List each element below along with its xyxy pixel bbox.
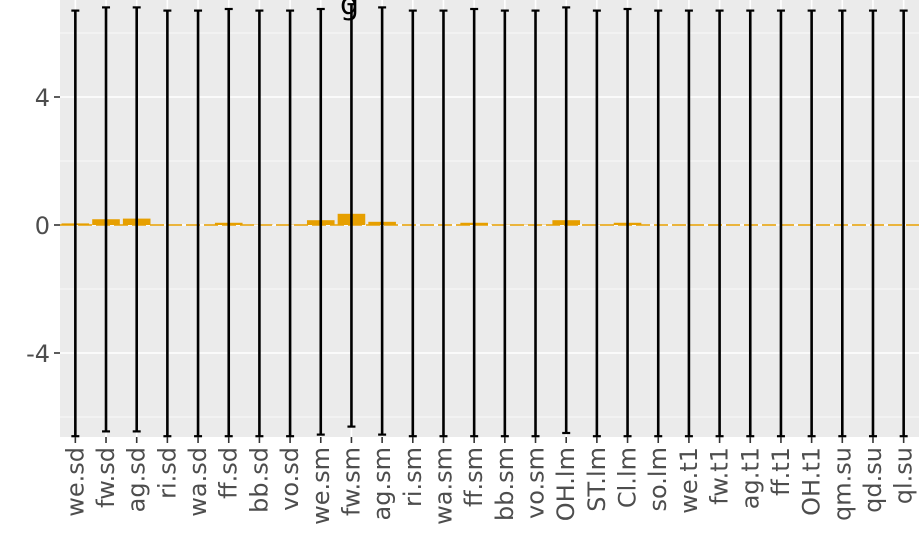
error-bar-ag.sd — [132, 6, 141, 433]
error-bar-bb.sm — [500, 9, 509, 438]
y-axis: -4 0 4 — [26, 84, 60, 368]
error-bar-fw.sm — [347, 3, 356, 428]
error-bar-OH.t1 — [807, 9, 816, 438]
error-bar-Cl.lm — [623, 7, 632, 438]
y-tick-label: -4 — [26, 340, 50, 368]
error-bar-ff.sm — [470, 7, 479, 438]
error-bar-vo.sm — [531, 9, 540, 438]
error-bar-ag.sm — [378, 6, 387, 436]
x-tick-label: so.lm — [644, 447, 672, 511]
y-tick-label: 0 — [35, 212, 50, 240]
x-tick-label: fw.sm — [337, 447, 365, 516]
error-bar-ff.t1 — [776, 9, 785, 438]
x-tick-label: fw.sd — [92, 447, 120, 508]
x-tick-label: ST.lm — [583, 447, 611, 512]
x-tick-label: we.sd — [61, 447, 89, 517]
x-tick-label: qm.su — [828, 447, 856, 521]
x-tick-label: ff.t1 — [767, 447, 795, 496]
x-tick-label: bb.sm — [491, 447, 519, 521]
error-bars — [71, 3, 908, 438]
error-bar-we.sm — [316, 7, 325, 436]
x-tick-label: vo.sd — [276, 447, 304, 511]
error-bar-qm.su — [838, 9, 847, 438]
x-tick-label: we.sm — [307, 447, 335, 525]
x-tick-label: ri.sd — [153, 447, 181, 499]
error-bar-ql.su — [899, 9, 908, 438]
x-tick-label: bb.sd — [245, 447, 273, 513]
error-bar-bb.sd — [255, 9, 264, 438]
x-tick-label: wa.sm — [429, 447, 457, 525]
x-tick-label: OH.t1 — [798, 447, 826, 516]
x-tick-label: ag.sm — [368, 447, 396, 520]
x-tick-label: ag.sd — [123, 447, 151, 512]
error-bar-ST.lm — [592, 9, 601, 438]
error-bar-vo.sd — [286, 9, 295, 438]
error-bar-we.sd — [71, 9, 80, 438]
x-tick-label: we.t1 — [675, 447, 703, 514]
x-tick-label: fw.t1 — [706, 447, 734, 505]
error-bar-we.t1 — [684, 9, 693, 438]
error-bar-OH.lm — [562, 6, 571, 435]
error-bar-fw.t1 — [715, 9, 724, 438]
error-bar-so.lm — [654, 9, 663, 438]
x-tick-label: qd.su — [859, 447, 887, 513]
y-tick-label: 4 — [35, 84, 50, 112]
x-tick-label: ri.sm — [399, 447, 427, 507]
x-axis: we.sd fw.sd ag.sd ri.sd wa.sd ff.sd bb.sd vo.sd… — [61, 437, 918, 525]
x-tick-label: ff.sm — [460, 447, 488, 507]
x-tick-label: OH.lm — [552, 447, 580, 521]
error-bar-wa.sm — [439, 9, 448, 438]
x-tick-label: ag.t1 — [736, 447, 764, 509]
error-bar-ag.t1 — [746, 9, 755, 438]
x-tick-label: vo.sm — [522, 447, 550, 519]
error-bar-fw.sd — [102, 6, 111, 433]
error-bar-ri.sd — [163, 9, 172, 438]
x-tick-label: ff.sd — [215, 447, 243, 499]
x-tick-label: ql.su — [890, 447, 918, 504]
plot-panel — [60, 0, 919, 437]
error-bar-ri.sm — [408, 9, 417, 438]
x-tick-label: wa.sd — [184, 447, 212, 517]
x-tick-label: Cl.lm — [614, 447, 642, 508]
error-bar-qd.su — [868, 9, 877, 438]
chart-title: g — [340, 0, 359, 22]
error-bar-ff.sd — [224, 7, 233, 438]
error-bar-wa.sd — [194, 9, 203, 438]
